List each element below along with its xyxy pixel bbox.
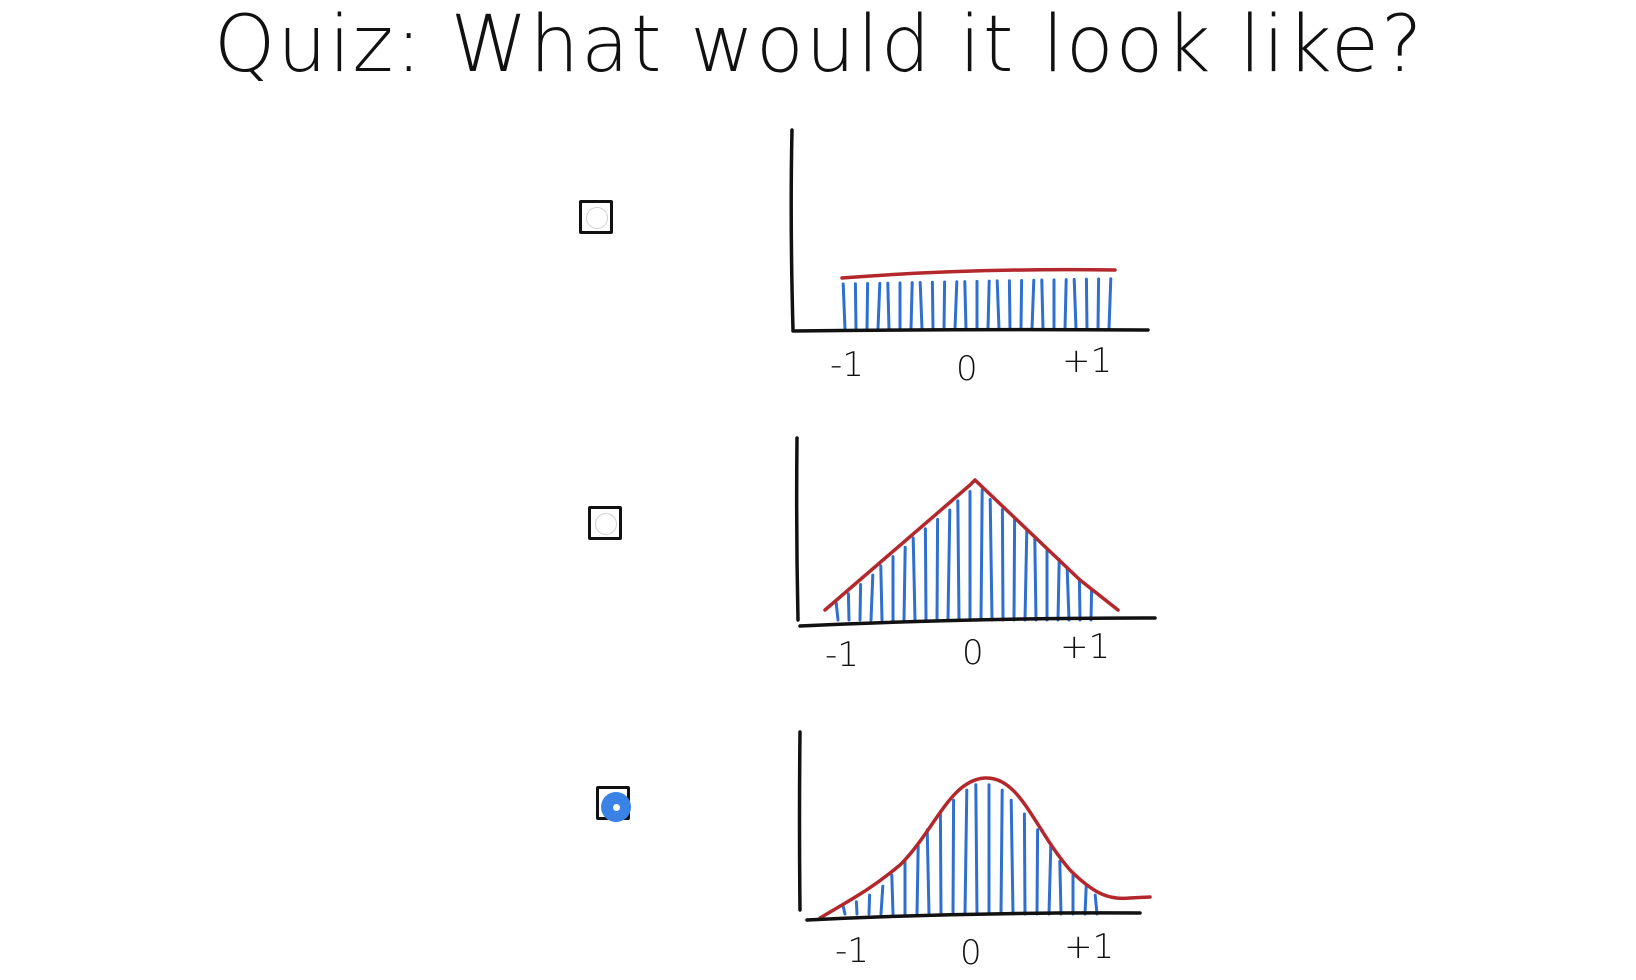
x-axis [791, 327, 1150, 333]
bell-distribution-chart: -1 0 +1 [797, 730, 1152, 973]
radio-indicator-icon [586, 207, 608, 229]
uniform-bar [1072, 277, 1078, 331]
tick-label-minus-one: -1 [825, 635, 859, 675]
bell-bar [879, 884, 885, 916]
bell-bar [1083, 884, 1088, 916]
y-axis [797, 730, 802, 912]
triangular-curve [823, 478, 1120, 612]
bell-bar [854, 900, 859, 916]
triangular-bar [979, 487, 984, 622]
uniform-bar [841, 282, 847, 331]
tick-label-zero: 0 [956, 349, 978, 389]
uniform-bar [876, 281, 882, 331]
y-axis [789, 128, 795, 332]
triangular-bar [1012, 517, 1017, 622]
bell-bars [841, 783, 1099, 916]
tick-label-zero: 0 [960, 933, 982, 973]
uniform-bar [1063, 278, 1068, 331]
tick-label-zero: 0 [962, 633, 984, 673]
triangular-bar [1033, 537, 1038, 622]
bell-bar [1022, 812, 1027, 916]
uniform-bar [865, 282, 870, 331]
triangular-bar [923, 527, 928, 622]
triangular-bar [1089, 587, 1094, 622]
radio-indicator-icon [595, 513, 617, 535]
uniform-bar [953, 280, 959, 331]
bell-bar [841, 904, 847, 916]
uniform-bar [995, 279, 1001, 331]
bell-bar [1047, 844, 1053, 916]
uniform-distribution-chart: -1 0 +1 [789, 128, 1150, 389]
uniform-bar [986, 279, 991, 331]
uniform-bar [1007, 279, 1012, 331]
option-uniform-checkbox[interactable] [579, 200, 613, 234]
bell-bar [999, 788, 1004, 916]
triangular-distribution-chart: -1 0 +1 [794, 436, 1157, 675]
uniform-bar [1040, 278, 1045, 331]
uniform-bar [1030, 278, 1036, 331]
triangular-bar [869, 573, 875, 622]
bell-bar [1093, 893, 1099, 916]
bell-bar [915, 844, 920, 916]
uniform-curve [840, 267, 1117, 280]
tick-label-plus-one: +1 [1064, 927, 1114, 967]
uniform-bars [841, 277, 1113, 331]
bell-bar [938, 812, 943, 916]
tick-label-plus-one: +1 [1062, 341, 1112, 381]
triangular-bar [902, 545, 907, 622]
bell-bar [890, 873, 895, 916]
bell-bar [867, 893, 872, 916]
bell-bar [951, 798, 956, 916]
triangular-bar [946, 508, 952, 622]
uniform-bar [886, 281, 891, 331]
quiz-title: Quiz: What would it look like? [214, 0, 1425, 90]
bell-bar [925, 828, 931, 916]
triangular-bar [879, 564, 884, 622]
uniform-bar [909, 281, 914, 331]
option-triangular: -1 0 +1 [0, 420, 1636, 680]
tick-label-minus-one: -1 [835, 931, 869, 971]
triangular-bars [834, 487, 1094, 622]
uniform-bar [1107, 277, 1113, 331]
triangular-bar [846, 592, 851, 622]
option-triangular-checkbox[interactable] [588, 506, 622, 540]
triangular-bar [911, 536, 917, 622]
triangular-bar [834, 601, 840, 622]
option-uniform: -1 0 +1 [0, 120, 1636, 389]
radio-selected-icon [601, 792, 631, 822]
triangular-bar [956, 499, 961, 622]
bell-bar [1058, 859, 1063, 916]
triangular-bar [1056, 557, 1061, 622]
uniform-bar [1019, 278, 1024, 331]
bell-bar [1009, 798, 1015, 916]
x-axis [805, 911, 1142, 922]
uniform-bar [1084, 277, 1089, 331]
tick-label-plus-one: +1 [1060, 627, 1110, 667]
triangular-bar [858, 582, 863, 622]
option-bell: -1 0 +1 [0, 720, 1636, 980]
bell-curve [818, 776, 1152, 920]
tick-label-minus-one: -1 [830, 345, 864, 385]
uniform-bar [942, 280, 947, 331]
uniform-bar [1096, 277, 1101, 331]
y-axis [794, 436, 800, 622]
triangular-bar [935, 517, 940, 622]
uniform-bar [918, 280, 924, 331]
triangular-bar [1000, 507, 1005, 622]
triangular-bar [988, 497, 994, 622]
uniform-bar [930, 280, 935, 331]
x-axis [798, 616, 1157, 628]
option-bell-checkbox[interactable] [596, 786, 631, 822]
uniform-bar [963, 280, 968, 331]
triangular-bar [1077, 577, 1082, 622]
triangular-bar [1023, 527, 1029, 622]
bell-bar [974, 783, 979, 916]
triangular-bar [1065, 567, 1071, 622]
bell-bar [1035, 828, 1040, 916]
uniform-bar [853, 282, 858, 331]
bell-bar [963, 788, 969, 916]
